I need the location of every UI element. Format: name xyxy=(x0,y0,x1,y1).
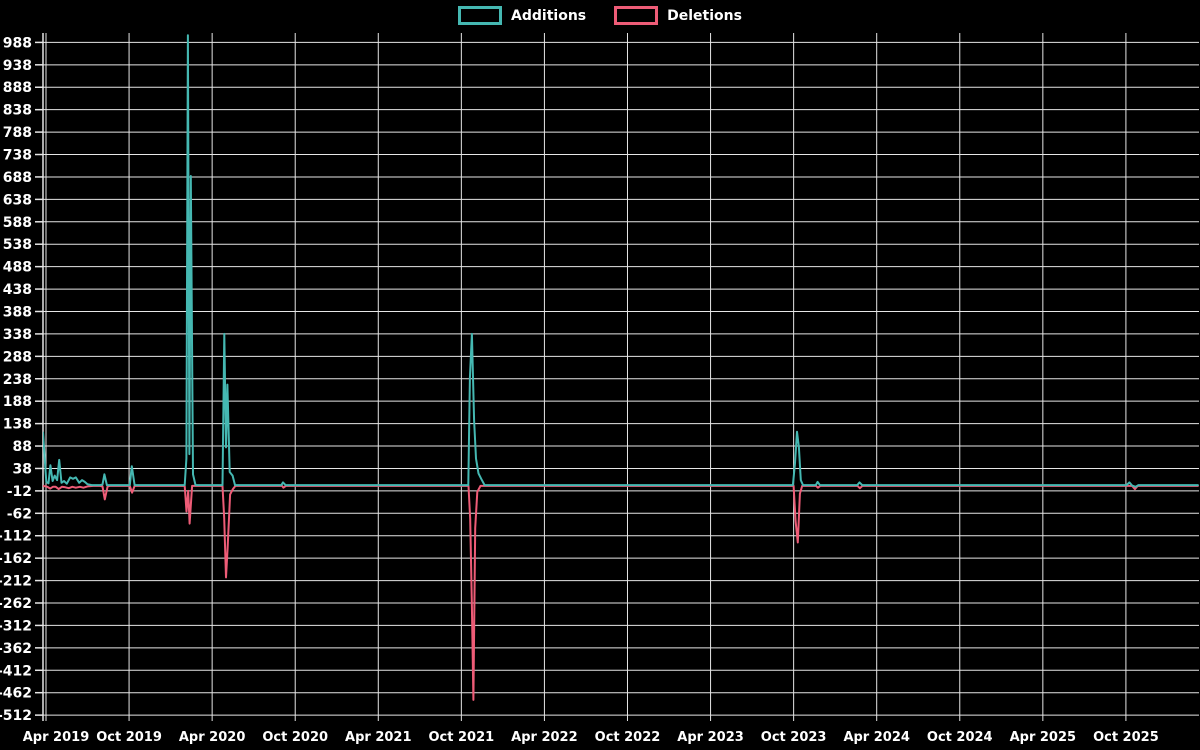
y-tick-label: 988 xyxy=(3,35,32,51)
y-tick-label: 238 xyxy=(3,372,32,388)
y-tick-label: -412 xyxy=(0,663,32,679)
y-tick-label: 538 xyxy=(3,237,32,253)
legend-item-additions[interactable]: Additions xyxy=(458,6,586,25)
y-tick-label: -462 xyxy=(0,686,32,702)
y-tick-label: -12 xyxy=(7,484,32,500)
y-tick-label: 438 xyxy=(3,282,32,298)
legend-label-deletions: Deletions xyxy=(667,7,742,24)
chart-legend: Additions Deletions xyxy=(0,6,1200,25)
additions-swatch-icon xyxy=(458,6,503,25)
y-tick-label: -112 xyxy=(0,529,32,545)
x-tick-label: Oct 2023 xyxy=(761,730,827,745)
y-tick-label: 588 xyxy=(3,215,32,231)
x-tick-label: Oct 2025 xyxy=(1093,730,1159,745)
y-tick-label: -512 xyxy=(0,708,32,724)
y-tick-label: 188 xyxy=(3,394,32,410)
x-tick-label: Oct 2024 xyxy=(927,730,993,745)
x-tick-label: Apr 2019 xyxy=(23,730,90,745)
x-tick-label: Apr 2020 xyxy=(179,730,246,745)
y-tick-label: -262 xyxy=(0,596,32,612)
y-tick-label: -162 xyxy=(0,551,32,567)
y-tick-label: 388 xyxy=(3,304,32,320)
x-tick-label: Oct 2020 xyxy=(262,730,328,745)
y-tick-label: 488 xyxy=(3,260,32,276)
x-tick-label: Apr 2025 xyxy=(1010,730,1077,745)
x-tick-label: Oct 2019 xyxy=(96,730,162,745)
deletions-swatch-icon xyxy=(614,6,659,25)
x-tick-label: Apr 2022 xyxy=(511,730,578,745)
x-tick-label: Oct 2021 xyxy=(429,730,495,745)
y-tick-label: 288 xyxy=(3,349,32,365)
y-tick-label: 688 xyxy=(3,170,32,186)
y-tick-label: 38 xyxy=(13,461,32,477)
x-tick-label: Apr 2021 xyxy=(345,730,412,745)
y-tick-label: 888 xyxy=(3,80,32,96)
y-tick-label: 338 xyxy=(3,327,32,343)
x-tick-label: Apr 2024 xyxy=(843,730,910,745)
deletions-line xyxy=(43,484,1199,701)
y-tick-label: 738 xyxy=(3,148,32,164)
legend-item-deletions[interactable]: Deletions xyxy=(614,6,742,25)
additions-line xyxy=(43,34,1199,488)
y-tick-label: 88 xyxy=(13,439,32,455)
y-tick-label: 938 xyxy=(3,58,32,74)
y-tick-label: 838 xyxy=(3,103,32,119)
y-tick-label: 138 xyxy=(3,417,32,433)
y-tick-label: -62 xyxy=(7,506,32,522)
legend-label-additions: Additions xyxy=(511,7,587,24)
y-tick-label: -362 xyxy=(0,641,32,657)
y-tick-label: 788 xyxy=(3,125,32,141)
x-tick-label: Oct 2022 xyxy=(595,730,661,745)
y-tick-label: -312 xyxy=(0,618,32,634)
y-tick-label: -212 xyxy=(0,574,32,590)
x-tick-label: Apr 2023 xyxy=(677,730,744,745)
y-tick-label: 638 xyxy=(3,192,32,208)
